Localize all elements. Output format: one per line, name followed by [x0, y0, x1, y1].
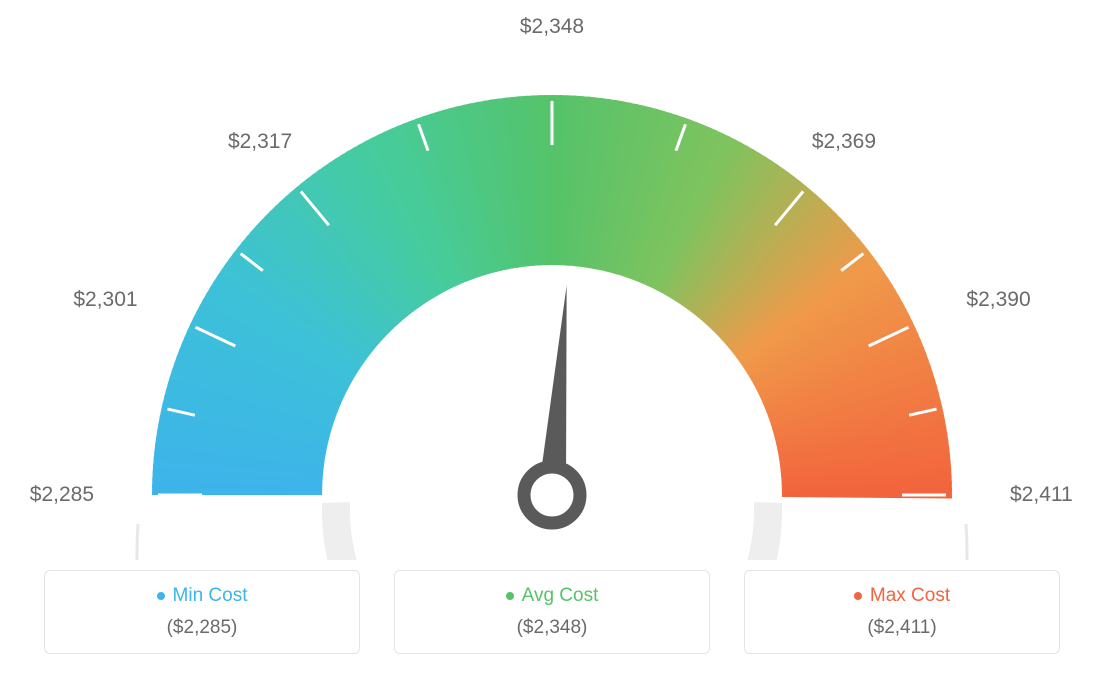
legend-title: Avg Cost: [506, 585, 599, 607]
legend-card: Avg Cost ($2,348): [394, 570, 710, 654]
legend-title-text: Min Cost: [173, 585, 248, 607]
gauge-tick-label: $2,301: [73, 288, 137, 311]
legend-title-text: Avg Cost: [522, 585, 599, 607]
legend-card: Min Cost ($2,285): [44, 570, 360, 654]
gauge-tick-label: $2,317: [228, 130, 292, 153]
gauge-tick-label: $2,369: [812, 130, 876, 153]
legend-title: Min Cost: [157, 585, 248, 607]
legend-dot-icon: [854, 592, 862, 600]
legend-title: Max Cost: [854, 585, 950, 607]
cost-gauge-chart: $2,285 $2,301 $2,317 $2,348 $2,369 $2,390 $2,4…: [0, 0, 1104, 560]
legend-value: ($2,285): [45, 617, 359, 639]
legend-value: ($2,348): [395, 617, 709, 639]
legend-value: ($2,411): [745, 617, 1059, 639]
gauge-tick-label: $2,390: [966, 288, 1030, 311]
gauge-needle-hub: [524, 467, 580, 523]
legend-dot-icon: [506, 592, 514, 600]
legend-card: Max Cost ($2,411): [744, 570, 1060, 654]
legend-row: Min Cost ($2,285) Avg Cost ($2,348) Max Cost…: [0, 570, 1104, 654]
gauge-tick-label: $2,348: [520, 15, 584, 38]
gauge-tick-label: $2,411: [1010, 483, 1073, 506]
gauge-tick-label: $2,285: [30, 483, 94, 506]
legend-title-text: Max Cost: [870, 585, 950, 607]
legend-dot-icon: [157, 592, 165, 600]
